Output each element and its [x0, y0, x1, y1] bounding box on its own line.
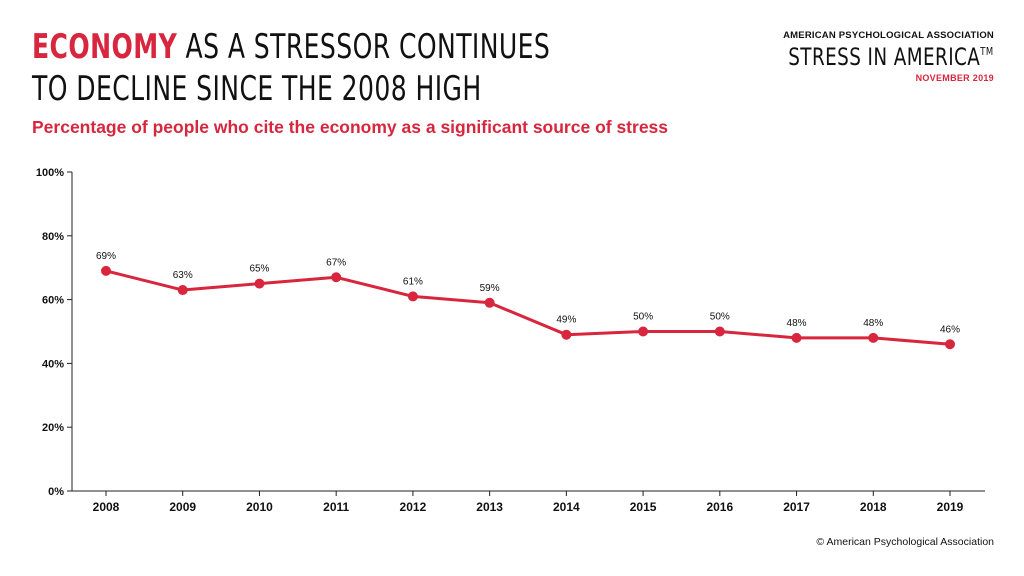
- data-label: 65%: [249, 264, 269, 275]
- x-tick-label: 2012: [400, 500, 427, 514]
- title-rest: AS A STRESSOR CONTINUES TO DECLINE SINCE…: [32, 27, 551, 109]
- brand-block: AMERICAN PSYCHOLOGICAL ASSOCIATION STRES…: [752, 30, 994, 83]
- trademark-mark: TM: [980, 45, 994, 58]
- data-point: [254, 278, 265, 289]
- x-tick-label: 2013: [476, 500, 503, 514]
- x-tick-label: 2014: [553, 500, 580, 514]
- brand-org: AMERICAN PSYCHOLOGICAL ASSOCIATION: [783, 30, 994, 41]
- chart-title: ECONOMY AS A STRESSOR CONTINUES TO DECLI…: [32, 26, 573, 110]
- brand-name: STRESS IN AMERICATM: [789, 43, 994, 71]
- data-label: 49%: [556, 315, 576, 326]
- data-point: [561, 329, 572, 340]
- x-tick-label: 2009: [169, 500, 196, 514]
- data-label: 48%: [863, 318, 883, 329]
- data-label: 50%: [710, 312, 730, 323]
- data-point: [945, 339, 955, 350]
- data-label: 59%: [480, 283, 500, 294]
- data-label: 50%: [633, 312, 653, 323]
- x-tick-label: 2008: [93, 500, 120, 514]
- x-tick-label: 2016: [706, 500, 733, 514]
- data-label: 61%: [403, 276, 423, 287]
- data-label: 48%: [787, 318, 807, 329]
- y-tick-label: 40%: [42, 358, 64, 370]
- data-point: [714, 326, 725, 337]
- data-point: [177, 285, 188, 296]
- chart-axes: [71, 172, 985, 492]
- x-tick-label: 2015: [630, 500, 657, 514]
- data-labels: 69% 63% 65% 67% 61% 59% 49% 50% 50% 48% 48% 46%: [96, 251, 960, 335]
- y-tick-label: 80%: [42, 231, 64, 243]
- chart-subtitle: Percentage of people who cite the econom…: [32, 117, 669, 137]
- x-tick-label: 2011: [323, 500, 349, 514]
- data-point: [101, 265, 111, 276]
- data-label: 69%: [96, 251, 116, 262]
- y-tick-label: 0%: [48, 486, 64, 498]
- x-axis-ticks: 2008 2009 2010 2011 2012 2013 2014 2015 2016 2017…: [93, 491, 964, 514]
- title-accent: ECONOMY: [32, 27, 178, 67]
- data-label: 46%: [940, 324, 960, 335]
- x-tick-label: 2010: [246, 500, 273, 514]
- data-label: 67%: [326, 257, 346, 268]
- data-point: [407, 291, 418, 302]
- x-tick-label: 2018: [860, 500, 887, 514]
- y-tick-label: 100%: [36, 167, 64, 179]
- data-point: [638, 326, 649, 337]
- data-point: [331, 272, 342, 283]
- copyright-notice: © American Psychological Association: [816, 536, 994, 548]
- brand-name-text: STRESS IN AMERICA: [788, 43, 981, 71]
- data-point: [868, 332, 879, 343]
- y-axis-ticks: 0% 20% 40% 60% 80% 100%: [36, 167, 72, 498]
- series-line: [105, 269, 951, 346]
- data-point: [791, 332, 802, 343]
- data-series: [101, 265, 955, 350]
- x-tick-label: 2019: [937, 500, 964, 514]
- data-label: 63%: [173, 270, 193, 281]
- x-tick-label: 2017: [783, 500, 810, 514]
- brand-date: NOVEMBER 2019: [915, 73, 994, 83]
- y-tick-label: 20%: [42, 422, 64, 434]
- data-point: [484, 297, 495, 308]
- y-tick-label: 60%: [42, 295, 64, 307]
